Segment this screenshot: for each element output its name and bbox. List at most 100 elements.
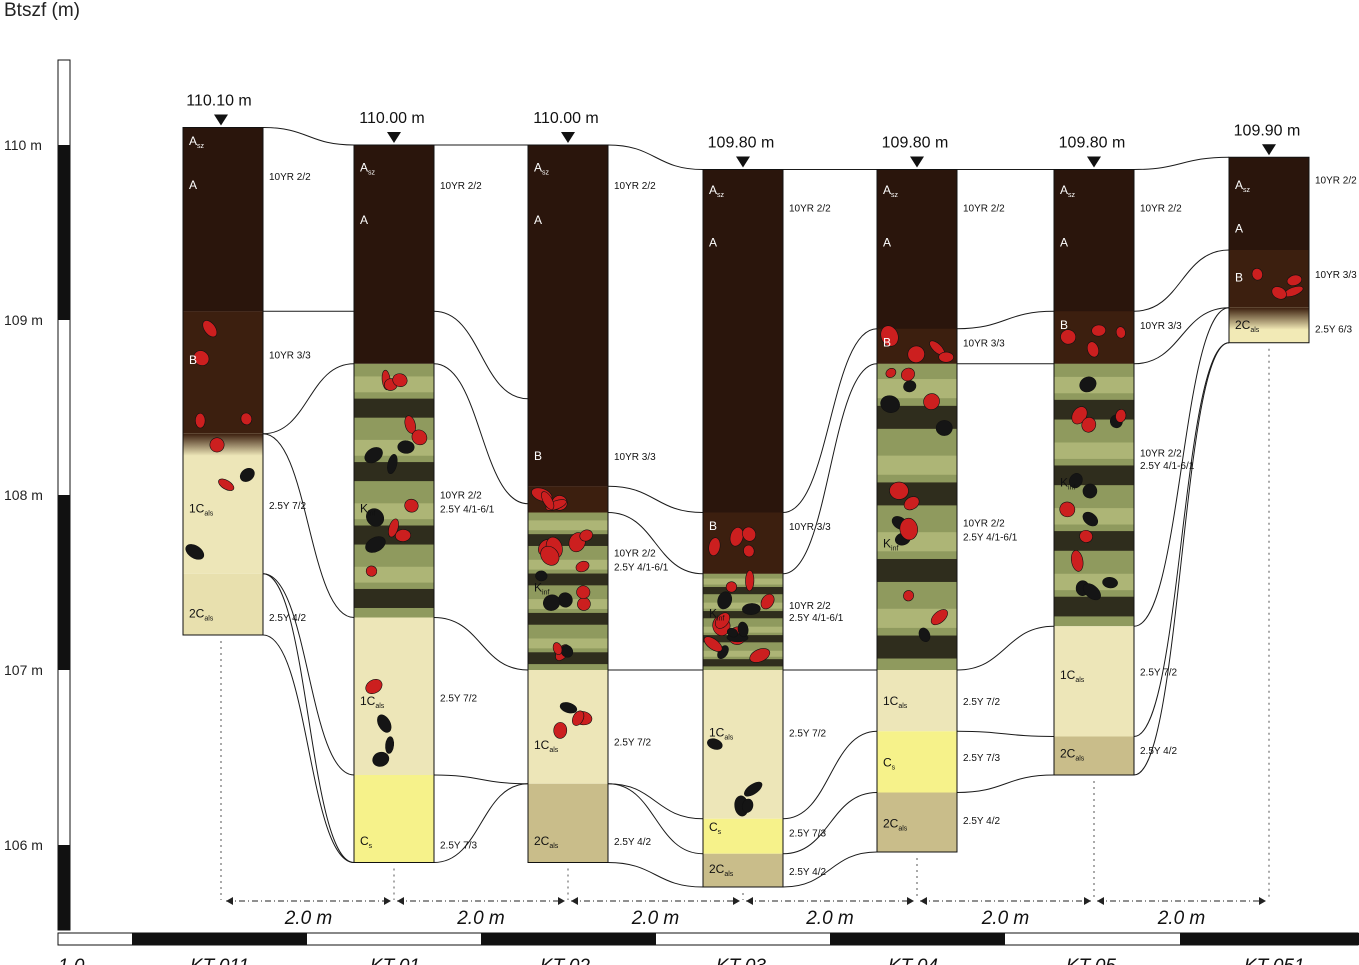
horizon-label: A — [883, 236, 891, 250]
munsell-color-label: 10YR 2/2 — [269, 172, 311, 183]
munsell-color-label: 10YR 3/3 — [1140, 321, 1182, 332]
munsell-color-label: 10YR 3/3 — [789, 522, 831, 533]
horizon-fill — [354, 145, 434, 364]
red-concretion — [708, 537, 721, 556]
black-concretion — [1079, 376, 1097, 393]
y-tick-label: 106 m — [4, 837, 43, 853]
munsell-color-label: 10YR 2/2 — [1140, 204, 1182, 215]
red-concretion — [907, 345, 925, 363]
correlation-line — [1133, 249, 1230, 312]
correlation-line — [433, 774, 529, 785]
red-concretion — [903, 496, 920, 511]
black-concretion — [543, 594, 561, 611]
red-concretion — [240, 412, 253, 426]
gley-band — [703, 611, 783, 619]
red-concretion — [903, 590, 914, 602]
profile-border — [876, 169, 958, 853]
gley-band-light — [877, 379, 957, 399]
munsell-color-label: 2.5Y 4/2 — [269, 613, 307, 624]
gley-band — [877, 405, 957, 429]
correlation-line — [956, 625, 1055, 671]
arrow-left-icon — [1097, 897, 1104, 905]
profile-id-label: KT-02 — [540, 956, 590, 965]
horizon-label: A — [189, 178, 197, 192]
munsell-color-label: 10YR 2/2 — [789, 204, 831, 215]
black-concretion — [239, 467, 255, 482]
horizon-label: A — [709, 236, 717, 250]
horizon-label: B — [883, 335, 891, 349]
arrow-left-icon — [920, 897, 927, 905]
correlation-line — [607, 783, 704, 820]
black-concretion — [185, 544, 205, 560]
profile-border — [1053, 169, 1135, 776]
spacing-label: 2.0 m — [284, 908, 333, 929]
munsell-color-label: 2.5Y 4/1-6/1 — [963, 533, 1018, 544]
profile-id-label: KT-01 — [370, 956, 420, 965]
black-concretion — [918, 627, 931, 643]
munsell-color-label: 10YR 2/2 — [614, 181, 656, 192]
red-concretion — [193, 350, 210, 366]
black-concretion — [1069, 473, 1083, 489]
black-concretion — [364, 447, 383, 464]
gley-band — [877, 635, 957, 659]
red-concretion — [404, 498, 419, 513]
munsell-color-label: 2.5Y 4/1-6/1 — [440, 505, 495, 516]
profile-border — [527, 144, 609, 863]
horizon-fill — [183, 573, 263, 635]
gley-band-light — [528, 638, 608, 649]
horizontal-scale-bar — [57, 932, 1359, 946]
arrow-right-icon — [558, 897, 565, 905]
black-concretion — [365, 536, 386, 553]
horizon-fill — [703, 818, 783, 854]
munsell-color-label: 2.5Y 4/2 — [963, 816, 1001, 827]
red-concretion — [1081, 417, 1097, 433]
profile-id-label: 1.0 — [58, 956, 85, 965]
profile-border — [702, 169, 784, 888]
gley-band — [1054, 531, 1134, 551]
correlation-line — [782, 328, 878, 513]
horizon-label: A — [1060, 236, 1068, 250]
gley-band — [354, 588, 434, 608]
horizon-fill — [528, 145, 608, 487]
black-concretion — [377, 714, 392, 733]
black-concretion — [1082, 583, 1101, 601]
arrow-right-icon — [384, 897, 391, 905]
munsell-color-label: 2.5Y 7/3 — [440, 841, 478, 852]
horizon-fill — [183, 127, 263, 312]
horizon-fill — [1054, 626, 1134, 737]
munsell-color-label: 10YR 2/2 — [1315, 176, 1357, 187]
correlation-line — [262, 573, 355, 863]
horizon-label: B — [534, 449, 542, 463]
spacing-label: 2.0 m — [1157, 908, 1206, 929]
munsell-color-label: 10YR 3/3 — [614, 452, 656, 463]
munsell-color-label: 2.5Y 7/2 — [269, 501, 307, 512]
red-concretion — [1271, 286, 1287, 300]
munsell-color-label: 2.5Y 7/2 — [1140, 667, 1178, 678]
profile-id-label: KT-03 — [716, 956, 766, 965]
red-concretion — [395, 529, 412, 542]
munsell-color-label: 2.5Y 7/3 — [963, 753, 1001, 764]
correlation-line — [433, 363, 529, 505]
red-concretion — [1091, 324, 1106, 337]
munsell-color-label: 2.5Y 7/3 — [789, 828, 827, 839]
gley-band-light — [703, 578, 783, 585]
correlation-line — [262, 363, 355, 435]
red-concretion — [1286, 274, 1303, 286]
red-concretion — [715, 612, 731, 629]
munsell-color-label: 10YR 2/2 — [963, 204, 1005, 215]
black-concretion — [880, 395, 900, 413]
elevation-label: 109.90 m — [1234, 122, 1301, 139]
red-concretion — [411, 429, 428, 446]
red-concretion — [218, 478, 235, 491]
black-concretion — [741, 798, 754, 813]
red-concretion — [880, 325, 899, 347]
gley-band — [1054, 596, 1134, 617]
y-tick-label: 108 m — [4, 487, 43, 503]
arrow-right-icon — [907, 897, 914, 905]
black-concretion — [535, 570, 548, 582]
spacing-label: 2.0 m — [981, 908, 1030, 929]
red-concretion — [703, 636, 723, 652]
